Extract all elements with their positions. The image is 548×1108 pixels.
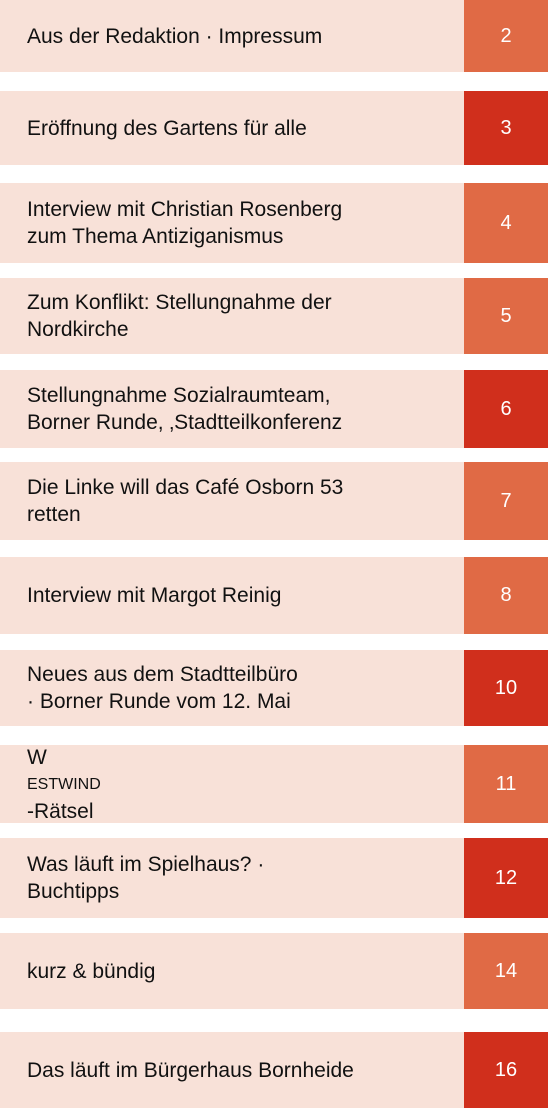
toc-entry[interactable]: Neues aus dem Stadtteilbüro · Borner Rund… (0, 650, 548, 726)
toc-entry[interactable]: Die Linke will das Café Osborn 53 retten … (0, 462, 548, 540)
toc-entry-title[interactable]: Das läuft im Bürgerhaus Bornheide (0, 1032, 464, 1108)
toc-entry-page-number[interactable]: 16 (464, 1032, 548, 1108)
toc-entry-title[interactable]: Die Linke will das Café Osborn 53 retten (0, 462, 464, 540)
westwind-initial: W (27, 745, 47, 769)
toc-entry-page-number[interactable]: 12 (464, 838, 548, 918)
toc-entry[interactable]: W ESTWIND -Rätsel 11 (0, 745, 548, 823)
toc-entry-page-number[interactable]: 10 (464, 650, 548, 726)
toc-entry-title[interactable]: kurz & bündig (0, 933, 464, 1009)
toc-entry[interactable]: Zum Konflikt: Stellungnahme der Nordkirch… (0, 278, 548, 354)
toc-entry-title[interactable]: Interview mit Christian Rosenberg zum The… (0, 183, 464, 263)
toc-entry[interactable]: kurz & bündig 14 (0, 933, 548, 1009)
toc-entry-page-number[interactable]: 14 (464, 933, 548, 1009)
toc-entry[interactable]: Interview mit Margot Reinig 8 (0, 557, 548, 634)
toc-entry-title[interactable]: Interview mit Margot Reinig (0, 557, 464, 634)
toc-entry-page-number[interactable]: 3 (464, 91, 548, 165)
toc-entry-page-number[interactable]: 8 (464, 557, 548, 634)
toc-entry-page-number[interactable]: 7 (464, 462, 548, 540)
toc-entry[interactable]: Das läuft im Bürgerhaus Bornheide 16 (0, 1032, 548, 1108)
toc-entry-page-number[interactable]: 5 (464, 278, 548, 354)
title-suffix: -Rätsel (27, 799, 94, 823)
toc-entry[interactable]: Was läuft im Spielhaus? · Buchtipps 12 (0, 838, 548, 918)
toc-entry-title[interactable]: Was läuft im Spielhaus? · Buchtipps (0, 838, 464, 918)
toc-entry-page-number[interactable]: 6 (464, 370, 548, 448)
toc-entry-title[interactable]: Aus der Redaktion · Impressum (0, 0, 464, 72)
toc-entry[interactable]: Interview mit Christian Rosenberg zum The… (0, 183, 548, 263)
toc-entry-page-number[interactable]: 2 (464, 0, 548, 72)
toc-entry-page-number[interactable]: 4 (464, 183, 548, 263)
westwind-small-caps: ESTWIND (27, 775, 101, 793)
toc-entry[interactable]: Stellungnahme Sozialraumteam, Borner Rund… (0, 370, 548, 448)
toc-entry-title[interactable]: Eröffnung des Gartens für alle (0, 91, 464, 165)
toc-entry-page-number[interactable]: 11 (464, 745, 548, 823)
toc-entry[interactable]: Eröffnung des Gartens für alle 3 (0, 91, 548, 165)
toc-entry-title[interactable]: Neues aus dem Stadtteilbüro · Borner Rund… (0, 650, 464, 726)
toc-entry-title[interactable]: W ESTWIND -Rätsel (0, 745, 464, 823)
toc-entry-title[interactable]: Stellungnahme Sozialraumteam, Borner Rund… (0, 370, 464, 448)
toc-entry-title[interactable]: Zum Konflikt: Stellungnahme der Nordkirch… (0, 278, 464, 354)
toc-entry[interactable]: Aus der Redaktion · Impressum 2 (0, 0, 548, 72)
